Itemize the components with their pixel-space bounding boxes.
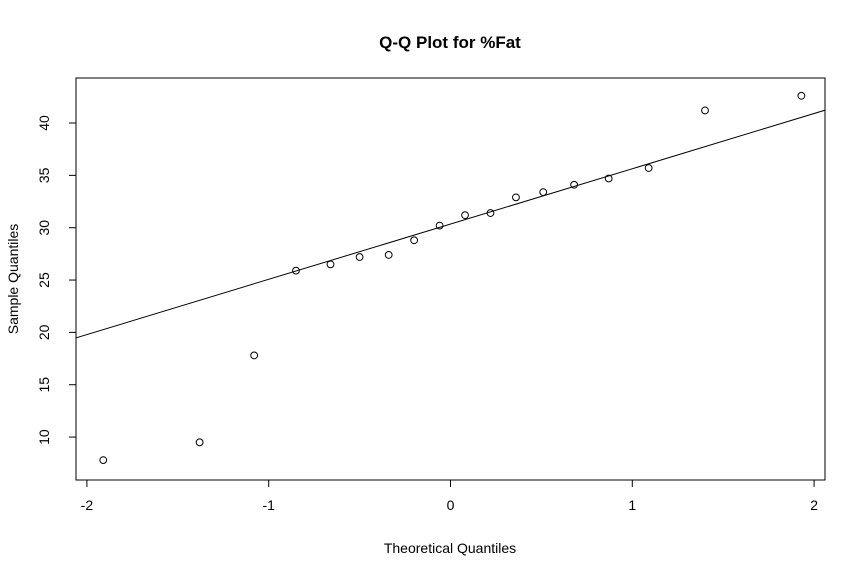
data-point [539, 188, 548, 197]
chart-title: Q-Q Plot for %Fat [379, 33, 521, 52]
y-axis: 10 15 20 25 30 35 40 [36, 115, 77, 445]
y-tick-label: 40 [36, 115, 52, 131]
data-point [250, 351, 259, 360]
data-point [195, 438, 204, 447]
data-point [384, 251, 393, 259]
x-tick-label: 2 [810, 497, 818, 513]
plot-frame [75, 77, 826, 481]
data-point [644, 164, 653, 172]
y-tick-label: 35 [36, 167, 52, 183]
data-point [355, 253, 364, 261]
y-tick-label: 15 [36, 377, 52, 393]
data-point [435, 221, 444, 230]
data-point [570, 180, 579, 189]
data-point [461, 211, 469, 220]
data-point [604, 174, 613, 183]
data-points [99, 91, 806, 465]
x-axis-label: Theoretical Quantiles [384, 540, 516, 556]
y-axis-label: Sample Quantiles [5, 224, 21, 335]
data-point [512, 193, 520, 202]
x-tick-label: -2 [81, 497, 94, 513]
reference-line-group [76, 109, 825, 339]
x-tick-label: -1 [262, 497, 275, 513]
data-point [701, 106, 709, 115]
x-axis: -2 -1 0 1 2 [81, 479, 818, 513]
data-point [410, 236, 419, 245]
x-tick-label: 1 [628, 497, 636, 513]
data-point [99, 456, 108, 465]
y-tick-label: 25 [36, 272, 52, 288]
qq-reference-line [76, 109, 825, 339]
y-tick-label: 20 [36, 324, 52, 340]
y-tick-label: 10 [36, 429, 52, 445]
y-tick-label: 30 [36, 220, 52, 236]
data-point [326, 260, 335, 269]
data-point [292, 266, 300, 275]
data-point [486, 209, 495, 217]
x-tick-label: 0 [447, 497, 455, 513]
data-point [797, 91, 806, 100]
